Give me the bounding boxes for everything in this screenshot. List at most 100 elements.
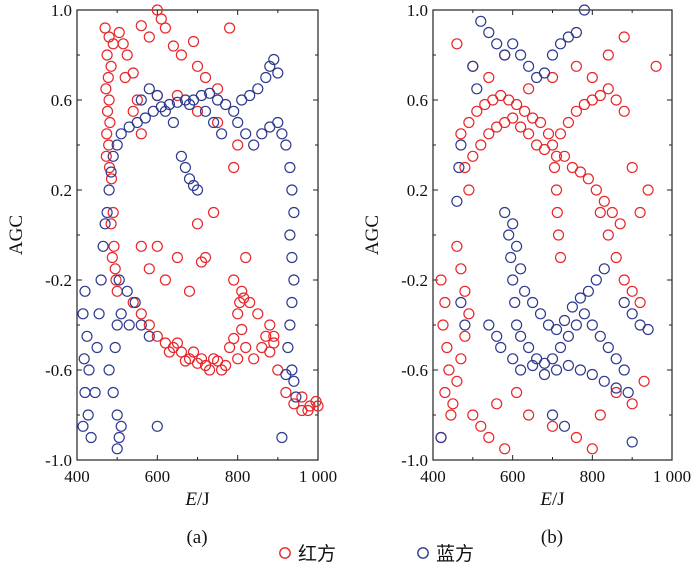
data-point: [570, 105, 583, 117]
data-point: [526, 296, 539, 309]
data-point: [100, 150, 112, 162]
data-point: [103, 184, 115, 196]
data-point: [483, 431, 495, 444]
data-point: [264, 60, 276, 72]
data-point: [562, 116, 575, 129]
data-point: [606, 206, 618, 219]
data-point: [602, 341, 614, 354]
data-point: [286, 251, 298, 264]
data-point: [113, 431, 125, 444]
data-point: [570, 26, 583, 39]
data-point: [594, 206, 606, 219]
data-point: [77, 308, 89, 320]
legend-blue-marker: [417, 547, 429, 559]
data-point: [602, 49, 614, 61]
legend: 红方 蓝方: [279, 543, 474, 565]
data-point: [183, 285, 196, 297]
data-point: [272, 67, 284, 79]
data-point: [89, 386, 101, 399]
data-point: [224, 22, 236, 34]
data-point: [284, 161, 296, 174]
y-tick-label: -0.2: [45, 271, 72, 290]
data-point: [105, 218, 117, 230]
y-tick-label: -0.2: [401, 271, 428, 290]
data-point: [175, 346, 187, 358]
data-point: [240, 341, 252, 354]
data-point: [272, 116, 284, 129]
data-point: [179, 355, 191, 367]
data-point: [155, 13, 167, 25]
data-point: [522, 83, 535, 95]
data-point: [590, 274, 602, 286]
data-point: [554, 251, 567, 264]
y-tick-label: 0.6: [51, 91, 72, 110]
data-point: [280, 368, 292, 381]
data-point: [522, 128, 535, 140]
data-point: [117, 38, 129, 50]
data-point: [626, 285, 638, 297]
data-point: [586, 368, 598, 381]
data-point: [610, 386, 622, 399]
data-point: [85, 431, 97, 444]
data-point: [505, 251, 517, 264]
data-point: [199, 251, 212, 264]
data-point: [268, 53, 280, 66]
data-point: [578, 308, 591, 320]
data-point: [586, 443, 598, 455]
data-point: [455, 296, 467, 309]
data-point: [111, 285, 123, 297]
data-point: [109, 263, 121, 275]
data-point: [443, 364, 455, 376]
data-point: [509, 296, 521, 309]
data-point: [268, 337, 280, 349]
data-point: [232, 353, 244, 365]
data-point: [179, 161, 191, 174]
data-point: [103, 139, 115, 151]
data-point: [78, 353, 90, 365]
data-point: [228, 161, 240, 174]
x-axis-label-unit: /J: [197, 489, 210, 510]
data-point: [598, 195, 610, 207]
data-point: [107, 206, 119, 219]
data-point: [594, 330, 606, 342]
data-point: [81, 330, 93, 342]
data-point: [554, 128, 567, 140]
data-point: [558, 150, 571, 162]
data-point: [618, 31, 630, 43]
data-point: [514, 49, 527, 61]
data-point: [451, 38, 463, 50]
data-point: [610, 353, 622, 365]
data-point: [276, 431, 288, 444]
data-point: [626, 436, 638, 448]
data-point: [514, 263, 527, 275]
data-point: [260, 330, 272, 342]
data-point: [151, 420, 163, 432]
y-tick-label: 0.6: [407, 91, 428, 110]
data-point: [106, 251, 118, 264]
data-point: [248, 353, 260, 365]
data-point: [546, 49, 559, 61]
data-point: [121, 49, 133, 61]
data-point: [93, 308, 105, 320]
data-point: [151, 240, 163, 252]
data-point: [582, 173, 595, 185]
data-point: [286, 184, 298, 196]
data-point: [491, 330, 503, 342]
x-tick-label: 800: [580, 467, 606, 486]
data-point: [199, 105, 212, 117]
data-point: [510, 98, 523, 111]
data-point: [546, 353, 559, 365]
data-point: [618, 364, 630, 376]
series-blue: [77, 53, 302, 455]
data-point: [451, 240, 463, 252]
x-axis-label-symbol: E: [539, 489, 552, 510]
data-point: [475, 420, 487, 432]
data-point: [151, 330, 163, 342]
data-point: [471, 83, 483, 95]
data-point: [191, 105, 204, 117]
data-point: [455, 128, 467, 140]
data-point: [282, 341, 294, 354]
data-point: [204, 87, 216, 99]
